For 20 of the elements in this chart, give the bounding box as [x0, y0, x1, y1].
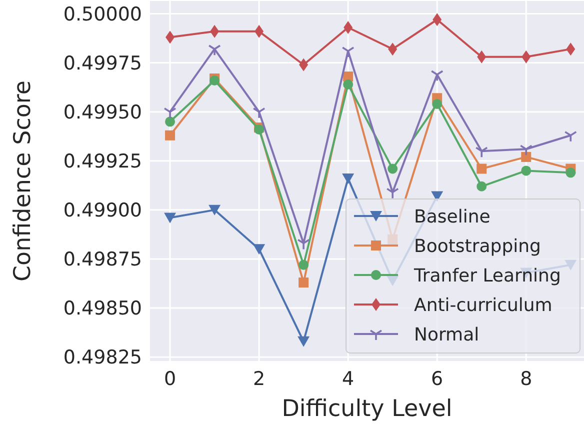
legend-label: Anti-curriculum: [414, 294, 552, 316]
x-tick-label: 8: [520, 368, 532, 390]
legend-label: Baseline: [414, 206, 490, 228]
y-tick-label: 0.49975: [63, 52, 142, 74]
legend-label: Normal: [414, 324, 480, 346]
y-tick-label: 0.49900: [63, 200, 142, 222]
y-axis-title: Confidence Score: [10, 80, 36, 282]
y-tick-label: 0.49950: [63, 101, 142, 124]
y-tick-label: 0.49925: [63, 150, 142, 173]
y-tick-label: 0.50000: [63, 3, 142, 26]
y-tick-label: 0.49825: [63, 346, 142, 369]
legend-label: Tranfer Learning: [413, 265, 561, 286]
x-tick-label: 4: [342, 368, 354, 390]
legend-label: Bootstrapping: [414, 236, 541, 257]
x-axis-title: Difficulty Level: [282, 396, 452, 422]
x-tick-label: 0: [164, 368, 176, 390]
x-tick-label: 2: [253, 368, 266, 390]
y-tick-label: 0.49850: [63, 298, 142, 320]
y-tick-label: 0.49875: [63, 248, 142, 271]
x-tick-label: 6: [431, 368, 444, 390]
